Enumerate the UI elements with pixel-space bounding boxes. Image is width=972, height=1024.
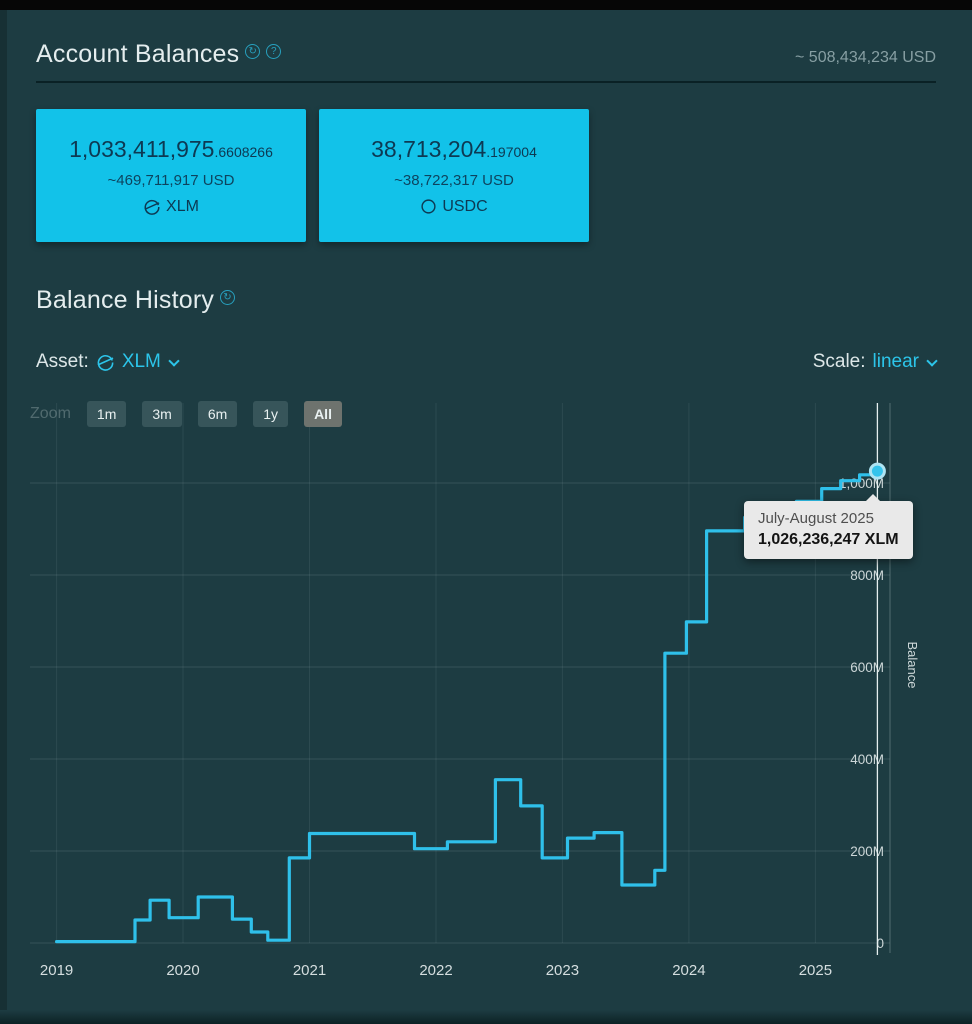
xlm-amount-frac: .6608266 <box>214 143 273 160</box>
refresh-icon[interactable]: ↻ <box>220 290 236 305</box>
zoom-button-6m[interactable]: 6m <box>197 401 238 427</box>
history-title-text: Balance History <box>36 286 215 314</box>
scale-select[interactable]: Scale: linear <box>812 351 938 373</box>
balance-history-chart: Zoom 1m 3m 6m 1y All 0 200M 400M 600M 800M 1,000M… <box>0 395 972 1010</box>
y-axis-tick-label: 0 <box>876 936 884 951</box>
usdc-asset-label: USDC <box>442 197 488 215</box>
y-axis-title: Balance <box>905 642 920 689</box>
chevron-down-icon <box>926 354 938 367</box>
y-axis-tick-label: 200M <box>850 844 884 859</box>
chart-controls: Asset: XLM Scale: linear <box>36 351 938 373</box>
xlm-usd-value: ~469,711,917 USD <box>107 171 235 189</box>
usdc-usd-value: ~38,722,317 USD <box>394 171 514 189</box>
zoom-label: Zoom <box>30 405 71 422</box>
asset-select-value: XLM <box>121 351 161 372</box>
header-divider <box>36 81 936 83</box>
stellar-icon <box>96 353 115 372</box>
zoom-button-1m[interactable]: 1m <box>86 401 127 427</box>
usdc-amount-int: 38,713,204 <box>371 135 487 162</box>
top-edge <box>0 0 972 10</box>
x-axis-tick-label: 2022 <box>419 962 452 979</box>
balance-card-usdc[interactable]: 38,713,204.197004 ~38,722,317 USD USDC <box>319 109 589 242</box>
x-axis-tick-label: 2024 <box>672 962 705 979</box>
usdc-amount-frac: .197004 <box>486 143 537 160</box>
x-axis-tick-label: 2021 <box>293 962 326 979</box>
tooltip-value: 1,026,236,247 XLM <box>758 531 899 548</box>
usdc-icon <box>420 198 437 215</box>
asset-select[interactable]: Asset: XLM <box>36 351 180 373</box>
hover-point-marker <box>868 462 886 480</box>
zoom-controls: Zoom 1m 3m 6m 1y All <box>30 401 342 427</box>
usdc-asset-row: USDC <box>319 198 589 216</box>
help-icon[interactable]: ? <box>266 44 282 59</box>
xlm-asset-row: XLM <box>36 198 306 216</box>
xlm-asset-label: XLM <box>166 197 199 215</box>
zoom-button-1y[interactable]: 1y <box>253 401 289 427</box>
bottom-edge <box>0 1010 972 1024</box>
scale-select-label: Scale: <box>812 351 866 372</box>
usdc-amount: 38,713,204.197004 <box>319 136 589 163</box>
y-axis-tick-label: 600M <box>850 660 884 675</box>
refresh-icon[interactable]: ↻ <box>245 44 261 59</box>
zoom-button-3m[interactable]: 3m <box>142 401 182 427</box>
xlm-amount-int: 1,033,411,975 <box>69 135 215 162</box>
history-title: Balance History ↻ <box>36 286 936 315</box>
page-title-text: Account Balances <box>36 40 240 68</box>
left-edge <box>0 10 7 1024</box>
chevron-down-icon <box>168 354 180 367</box>
chart-tooltip: July-August 2025 1,026,236,247 XLM <box>744 494 913 559</box>
x-axis-tick-label: 2020 <box>166 962 199 979</box>
y-axis-tick-label: 800M <box>850 568 884 583</box>
page-title: Account Balances ↻? <box>36 40 282 69</box>
x-axis-tick-label: 2023 <box>546 962 579 979</box>
y-axis-tick-label: 400M <box>850 752 884 767</box>
zoom-button-all[interactable]: All <box>304 401 342 427</box>
balance-card-xlm[interactable]: 1,033,411,975.6608266 ~469,711,917 USD X… <box>36 109 306 242</box>
scale-select-value: linear <box>872 351 919 372</box>
xlm-amount: 1,033,411,975.6608266 <box>36 136 306 163</box>
x-axis-tick-label: 2019 <box>40 962 73 979</box>
stellar-icon <box>143 198 161 216</box>
balance-cards: 1,033,411,975.6608266 ~469,711,917 USD X… <box>36 109 936 242</box>
page-header: Account Balances ↻? ~ 508,434,234 USD <box>36 40 936 69</box>
x-axis-tick-label: 2025 <box>799 962 832 979</box>
total-usd-value: ~ 508,434,234 USD <box>795 49 936 66</box>
asset-select-label: Asset: <box>36 351 89 372</box>
tooltip-period: July-August 2025 <box>758 510 874 527</box>
